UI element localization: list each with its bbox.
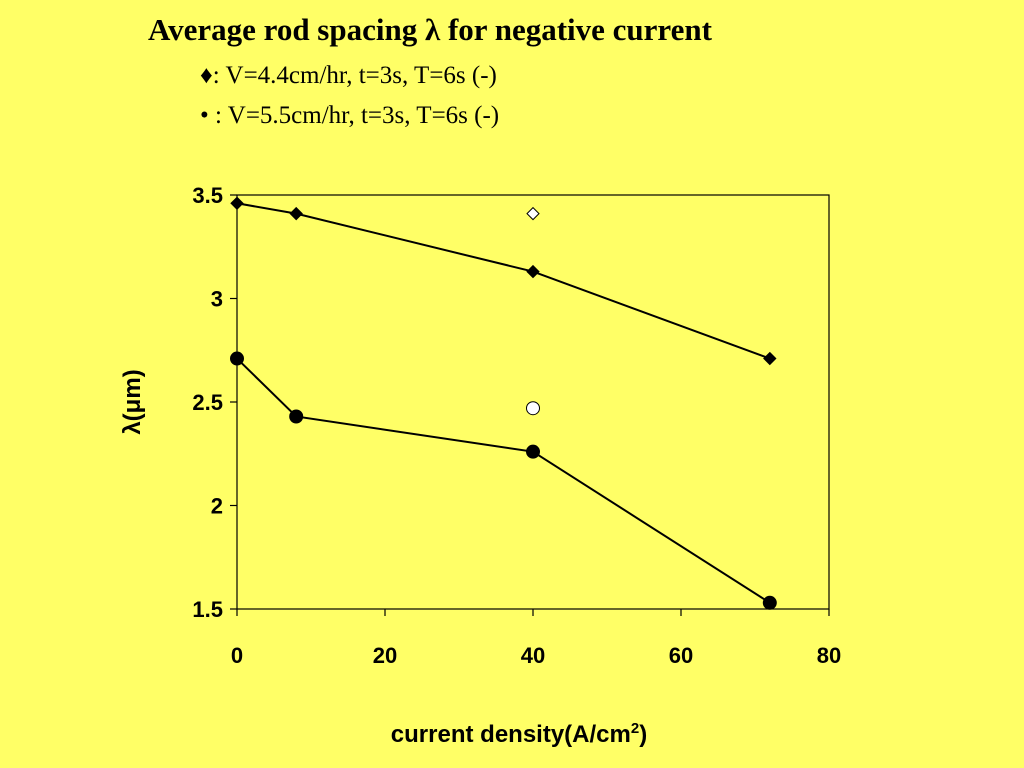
- data-point-diamond: [526, 264, 540, 279]
- series-2-line: [236, 357, 771, 604]
- legend-entry-series-1: ♦: V=4.4cm/hr, t=3s, T=6s (-): [200, 62, 497, 90]
- series-2: [230, 351, 777, 610]
- series-1: [230, 196, 777, 366]
- y-tick-label: 1.5: [192, 597, 223, 622]
- x-axis-title: current density(A/cm2): [391, 720, 647, 748]
- x-tick-label: 0: [231, 643, 243, 668]
- legend-label-series-2: : V=5.5cm/hr, t=3s, T=6s (-): [208, 102, 500, 129]
- x-tick-label: 40: [521, 643, 545, 668]
- y-axis-ticks: 1.5 2 2.5 3 3.5: [192, 183, 237, 622]
- circle-marker-icon: •: [200, 102, 209, 129]
- x-tick-label: 20: [373, 643, 397, 668]
- y-axis-title: λ(μm): [119, 369, 146, 434]
- data-point-circle: [762, 595, 777, 610]
- legend-label-series-1: : V=4.4cm/hr, t=3s, T=6s (-): [212, 62, 497, 89]
- x-axis-ticks: 0 20 40 60 80: [231, 609, 841, 668]
- data-point-circle: [526, 444, 540, 459]
- y-tick-label: 2.5: [192, 390, 223, 415]
- extra-points-layer: [526, 206, 540, 416]
- open-circle-point: [526, 401, 540, 416]
- y-tick-label: 2: [211, 494, 223, 519]
- data-point-circle: [230, 351, 244, 366]
- series-1-line: [236, 202, 771, 360]
- x-tick-label: 60: [669, 643, 693, 668]
- y-tick-label: 3.5: [192, 183, 223, 208]
- x-tick-label: 80: [817, 643, 841, 668]
- x-axis-title-end: ): [639, 721, 647, 748]
- x-axis-title-superscript: 2: [631, 720, 639, 737]
- legend-entry-series-2: • : V=5.5cm/hr, t=3s, T=6s (-): [200, 102, 499, 130]
- series-layer: [230, 196, 777, 610]
- open-diamond-point: [526, 206, 540, 221]
- x-axis-title-main: current density(A/cm: [391, 721, 631, 748]
- data-point-diamond: [230, 196, 244, 210]
- data-point-circle: [289, 409, 304, 424]
- chart-title: Average rod spacing λ for negative curre…: [148, 12, 712, 47]
- data-point-diamond: [763, 351, 777, 366]
- diamond-marker-icon: ♦: [200, 62, 213, 89]
- y-tick-label: 3: [211, 287, 223, 312]
- data-point-diamond: [289, 206, 303, 221]
